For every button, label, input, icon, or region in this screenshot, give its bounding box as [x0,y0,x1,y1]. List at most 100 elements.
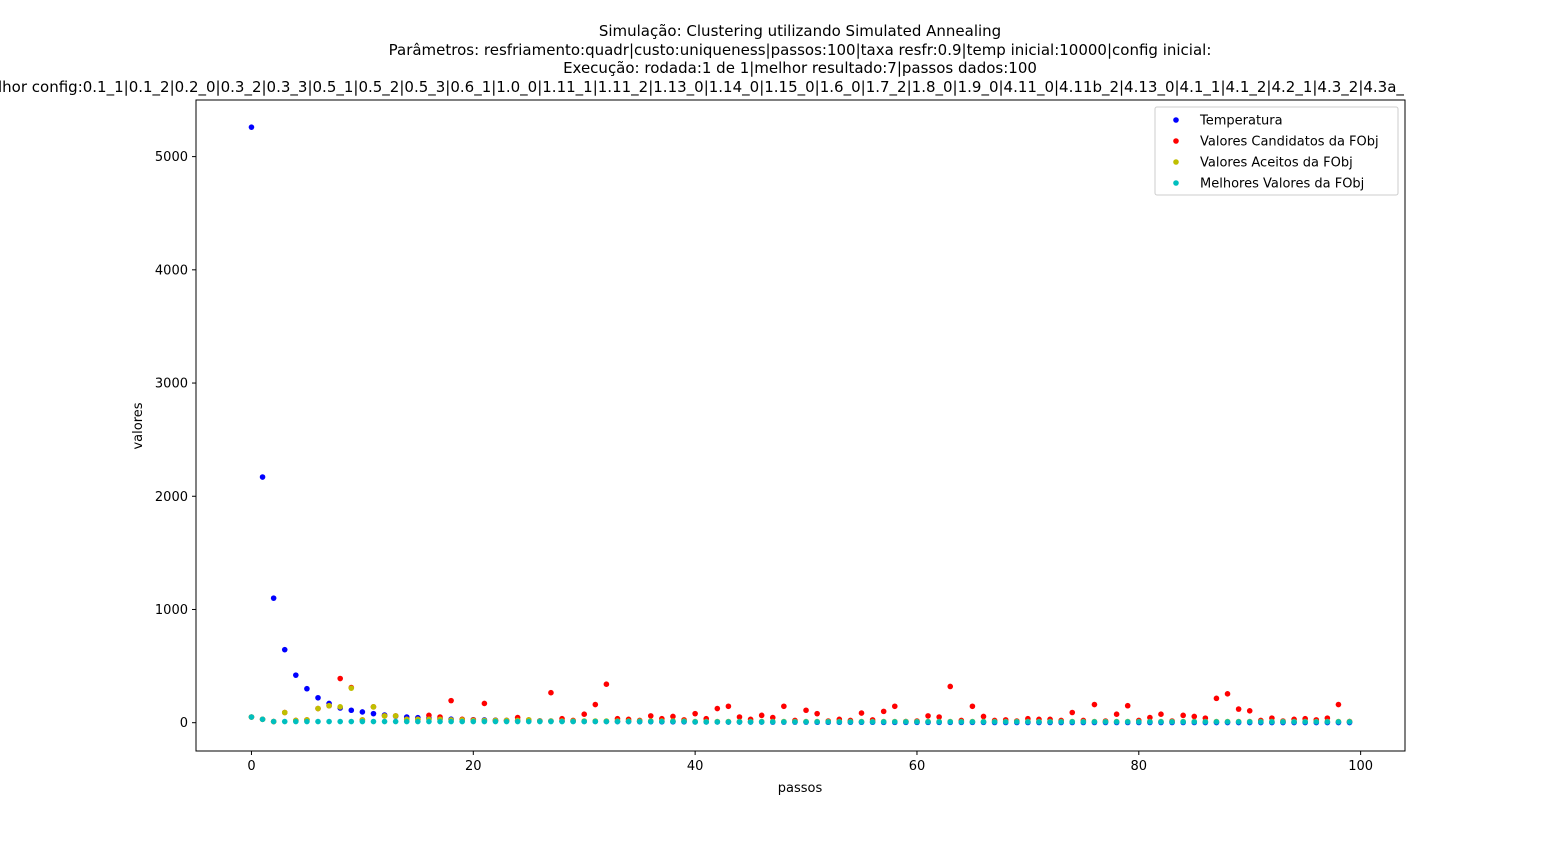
data-point [858,719,865,725]
data-point [1246,708,1253,714]
data-point [359,718,366,725]
data-point [1135,719,1142,725]
y-tick-label: 1000 [155,603,188,618]
data-point [991,719,998,725]
data-point [592,701,599,708]
data-point [670,713,676,720]
data-point [847,719,854,725]
data-point [481,700,488,707]
data-point [1124,702,1131,709]
data-point [337,704,343,710]
chart-title: Simulação: Clustering utilizando Simulat… [0,22,1404,97]
data-point [370,704,377,710]
data-point [736,714,743,720]
data-point [248,714,255,720]
data-point [448,697,454,704]
data-point [548,689,554,696]
y-tick-label: 5000 [155,150,188,165]
data-point [581,711,588,718]
data-point [392,718,399,725]
data-point [448,718,454,725]
data-point [1213,719,1220,725]
data-point [592,718,599,725]
data-point [1302,719,1308,725]
data-point [781,719,787,725]
legend-marker [1173,159,1179,165]
data-point [891,719,898,725]
data-point [925,719,931,725]
legend-marker [1173,117,1179,123]
data-point [270,718,277,725]
data-point [326,718,332,725]
data-point [825,719,832,725]
data-point [836,719,843,725]
legend-label: Valores Candidatos da FObj [1200,135,1379,150]
data-point [525,718,532,725]
data-point [1258,719,1264,725]
data-point [858,710,865,716]
data-point [758,719,765,725]
data-point [326,702,332,709]
data-point [1058,719,1064,725]
plot-frame [195,99,1406,752]
data-point [758,712,765,719]
data-point [459,718,466,725]
data-point [392,713,399,719]
data-point [1124,719,1131,725]
data-point [603,681,610,688]
data-point [359,709,366,715]
data-point [548,718,554,725]
data-point [1080,719,1087,725]
data-point [293,718,299,725]
data-point [781,703,787,710]
data-point [1036,719,1042,725]
data-point [503,718,510,725]
data-point [259,474,266,480]
data-point [481,718,488,725]
data-point [1113,711,1120,718]
data-point [670,718,676,725]
data-point [814,719,820,725]
title-line-1: Simulação: Clustering utilizando Simulat… [599,22,1001,40]
data-point [659,718,665,725]
data-point [647,718,654,725]
data-point [1113,719,1120,725]
data-point [1069,709,1076,716]
data-point [1091,701,1098,708]
plot-points [248,124,1353,726]
data-point [969,719,976,725]
data-point [1191,719,1198,725]
data-point [370,718,377,725]
data-point [736,719,743,725]
data-point [381,713,388,719]
data-point [869,719,876,725]
data-point [315,718,321,725]
data-point [1324,719,1331,725]
data-point [281,709,288,716]
x-tick-label: 0 [247,759,255,774]
data-point [1002,719,1009,725]
data-point [1013,719,1020,725]
data-point [1180,712,1186,719]
data-point [625,718,632,725]
x-tick-label: 20 [465,759,482,774]
series-4 [248,714,1353,725]
data-point [1291,719,1297,725]
data-point [647,713,654,719]
data-point [281,718,288,725]
data-point [348,685,355,691]
data-point [1025,719,1031,725]
data-point [947,719,954,725]
data-point [947,683,954,690]
title-line-4: lhor config:0.1_1|0.1_2|0.2_0|0.3_2|0.3_… [0,78,1404,97]
legend-marker [1173,138,1179,144]
data-point [348,707,355,714]
data-point [315,694,321,701]
data-point [880,719,887,725]
data-point [259,716,266,723]
title-line-3: Execução: rodada:1 de 1|melhor resultado… [563,59,1037,77]
data-point [1213,695,1220,702]
data-point [1191,713,1198,720]
data-point [1147,714,1153,721]
data-point [725,719,732,725]
